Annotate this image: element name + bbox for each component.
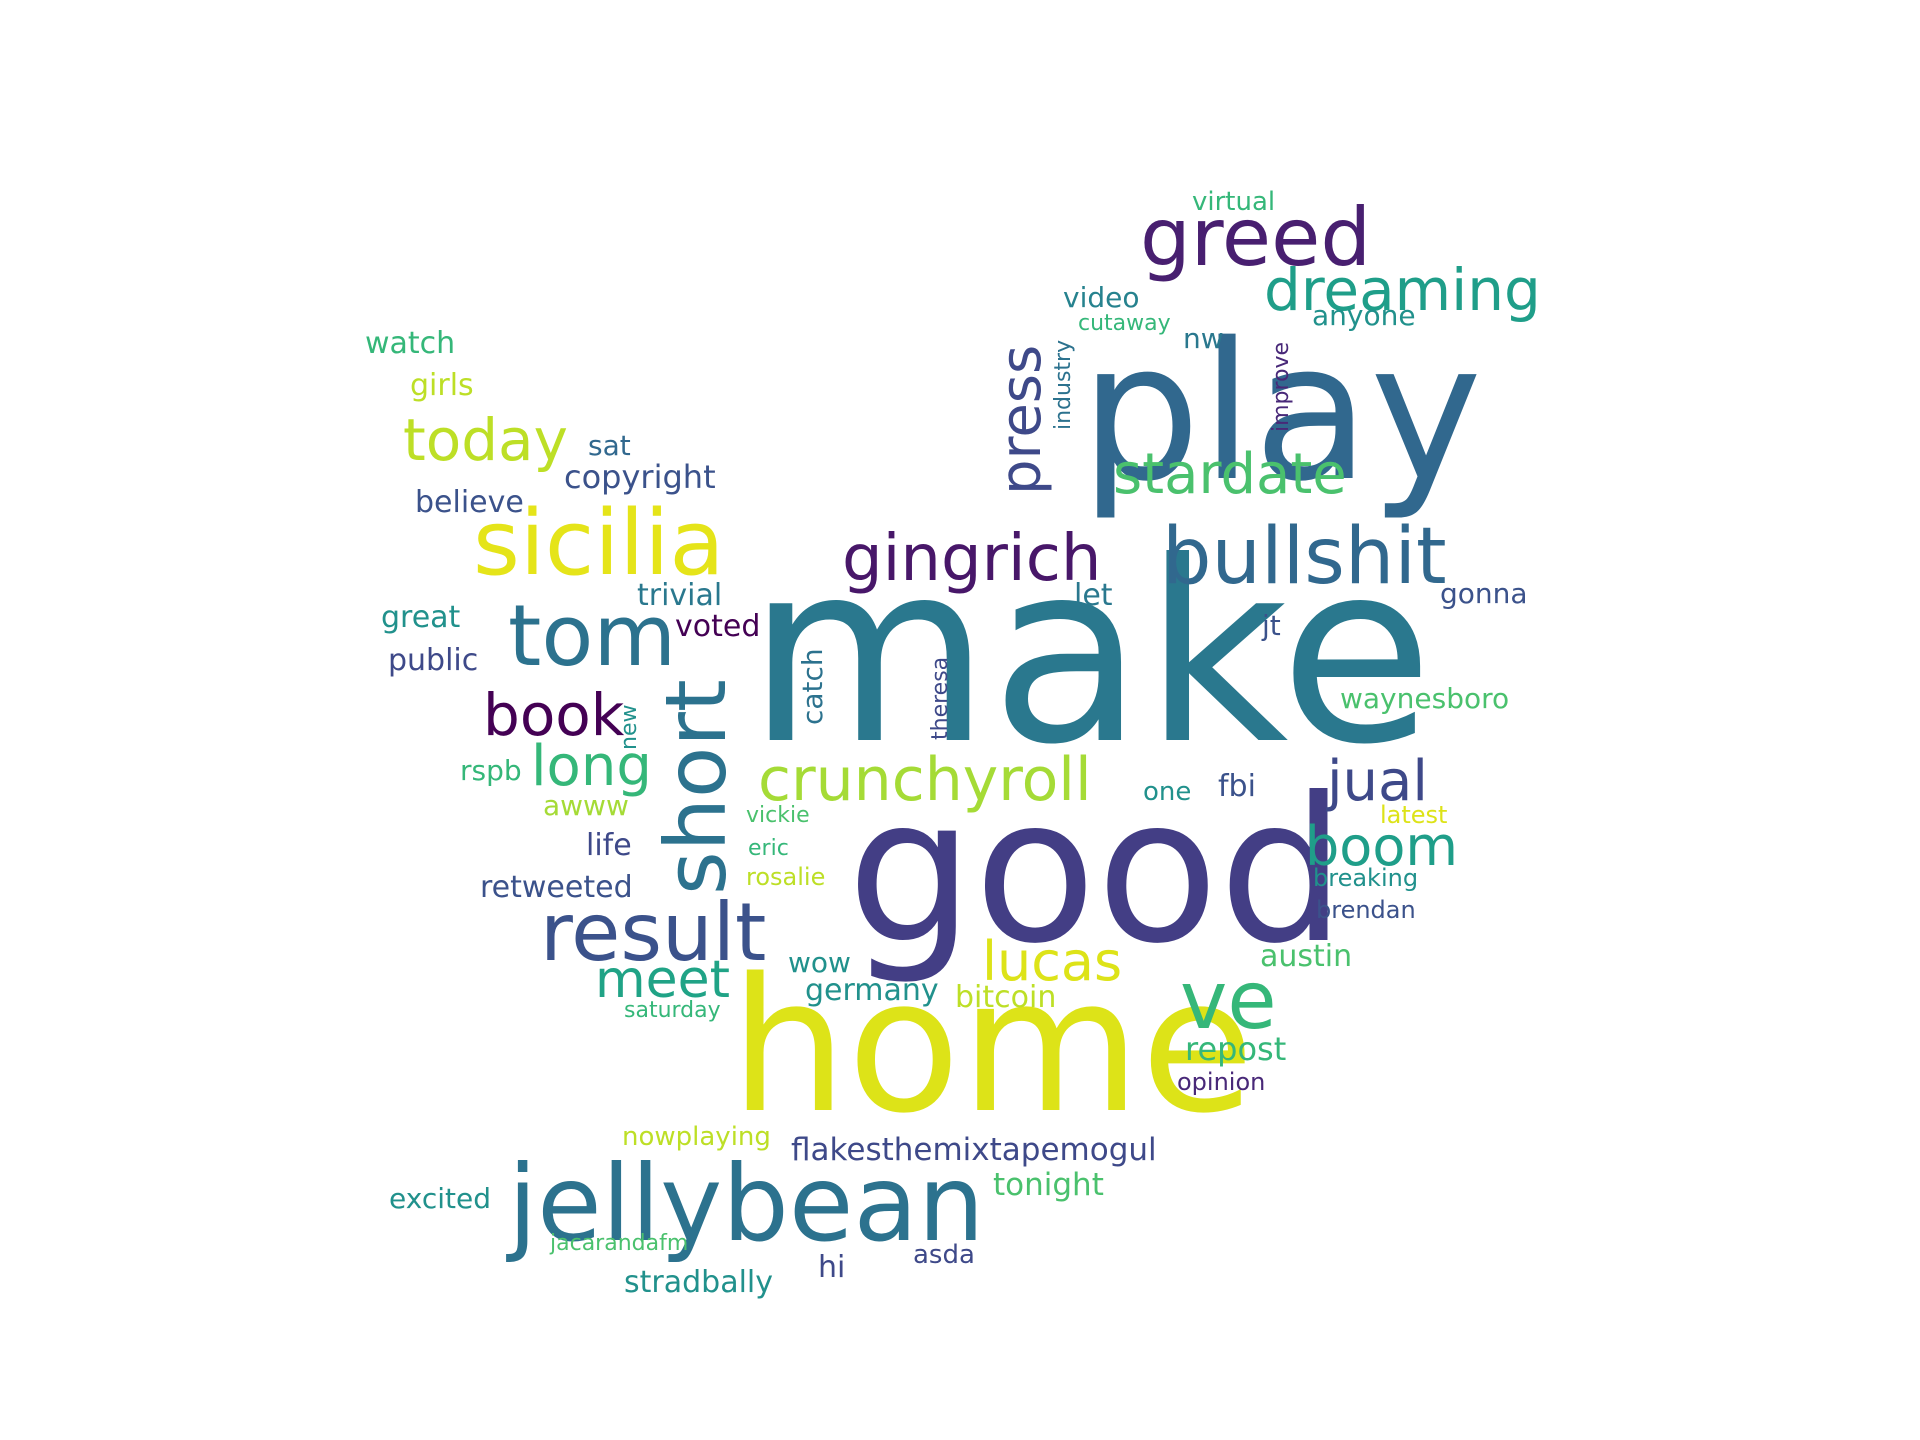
word-book: book — [483, 681, 625, 749]
word-video: video — [1063, 281, 1139, 314]
word-lucas: lucas — [982, 930, 1122, 993]
word-great: great — [381, 600, 461, 635]
word-sicilia: sicilia — [473, 491, 725, 596]
word-industry: industry — [1051, 340, 1076, 430]
word-rosalie: rosalie — [746, 863, 825, 891]
word-excited: excited — [389, 1182, 491, 1215]
word-play: play — [1080, 302, 1482, 523]
word-home: home — [730, 938, 1254, 1154]
word-saturday: saturday — [624, 998, 721, 1023]
word-bitcoin: bitcoin — [955, 980, 1056, 1015]
word-vickie: vickie — [746, 803, 810, 828]
word-let: let — [1074, 578, 1113, 613]
word-waynesboro: waynesboro — [1340, 682, 1509, 715]
word-brendan: brendan — [1316, 896, 1416, 924]
word-cutaway: cutaway — [1078, 311, 1171, 336]
word-voted: voted — [675, 609, 760, 644]
word-boom: boom — [1305, 815, 1458, 878]
word-jellybean: jellybean — [506, 1143, 984, 1265]
word-greed: greed — [1140, 191, 1371, 284]
word-life: life — [586, 828, 632, 863]
word-wow: wow — [788, 946, 851, 979]
word-ve: ve — [1180, 954, 1277, 1047]
word-jual: jual — [1325, 749, 1428, 814]
word-breaking: breaking — [1313, 864, 1418, 892]
word-anyone: anyone — [1312, 299, 1416, 332]
word-one: one — [1143, 777, 1191, 807]
word-good: good — [847, 755, 1346, 988]
word-believe: believe — [415, 485, 524, 520]
word-tonight: tonight — [993, 1167, 1104, 1203]
word-germany: germany — [805, 973, 939, 1008]
word-trivial: trivial — [637, 578, 722, 613]
word-copyright: copyright — [564, 458, 716, 496]
word-short: short — [647, 679, 745, 895]
word-opinion: opinion — [1177, 1068, 1265, 1096]
word-girls: girls — [410, 368, 474, 403]
word-repost: repost — [1185, 1030, 1286, 1068]
word-make: make — [747, 508, 1433, 799]
word-awww: awww — [543, 789, 629, 822]
word-nowplaying: nowplaying — [622, 1122, 771, 1152]
word-public: public — [388, 643, 478, 678]
word-watch: watch — [365, 326, 455, 361]
word-long: long — [531, 734, 652, 799]
word-austin: austin — [1260, 939, 1352, 974]
word-hi: hi — [818, 1250, 845, 1285]
word-latest: latest — [1380, 801, 1447, 829]
word-eric: eric — [748, 836, 789, 861]
word-gingrich: gingrich — [842, 522, 1101, 596]
word-improve: improve — [1269, 342, 1294, 432]
word-flakesthemixtapemogul: flakesthemixtapemogul — [791, 1132, 1157, 1168]
word-crunchyroll: crunchyroll — [758, 745, 1092, 815]
word-meet: meet — [595, 950, 730, 1010]
word-theresa: theresa — [928, 657, 953, 740]
word-jacarandafm: jacarandafm — [549, 1231, 688, 1256]
word-fbi: fbi — [1218, 769, 1256, 804]
word-bullshit: bullshit — [1162, 512, 1447, 602]
word-nw: nw — [1183, 322, 1224, 355]
word-jt: jt — [1261, 609, 1281, 642]
word-stradbally: stradbally — [624, 1265, 773, 1300]
word-asda: asda — [913, 1240, 975, 1270]
word-rspb: rspb — [460, 754, 522, 787]
word-virtual: virtual — [1192, 187, 1275, 217]
word-retweeted: retweeted — [480, 870, 633, 905]
word-result: result — [540, 886, 766, 979]
word-catch: catch — [796, 648, 829, 725]
word-press: press — [989, 345, 1054, 495]
word-stardate: stardate — [1113, 442, 1347, 507]
word-dreaming: dreaming — [1264, 256, 1541, 324]
word-tom: tom — [508, 587, 676, 686]
word-gonna: gonna — [1440, 577, 1528, 610]
word-today: today — [403, 406, 568, 474]
word-sat: sat — [588, 429, 631, 462]
word-new: new — [617, 705, 642, 750]
